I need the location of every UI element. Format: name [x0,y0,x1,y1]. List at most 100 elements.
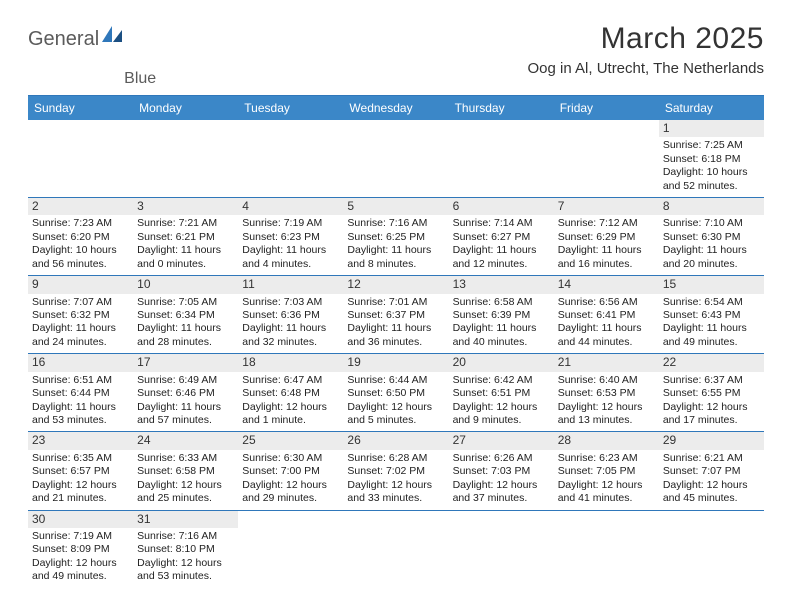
daylight-text: Daylight: 11 hours [137,244,234,257]
sunrise-text: Sunrise: 7:14 AM [453,217,550,230]
page-subtitle: Oog in Al, Utrecht, The Netherlands [527,60,764,77]
day-number: 30 [28,511,133,528]
calendar-day-cell [659,510,764,588]
daylight-text: Daylight: 11 hours [663,244,760,257]
calendar-day-cell [238,510,343,588]
calendar-day-cell: 5Sunrise: 7:16 AMSunset: 6:25 PMDaylight… [343,198,448,276]
sunset-text: Sunset: 6:48 PM [242,387,339,400]
sunset-text: Sunset: 6:18 PM [663,153,760,166]
sunrise-text: Sunrise: 6:37 AM [663,374,760,387]
daylight-text: Daylight: 11 hours [347,322,444,335]
sunset-text: Sunset: 6:34 PM [137,309,234,322]
daylight-text: Daylight: 12 hours [137,479,234,492]
daylight-text: Daylight: 11 hours [242,244,339,257]
daylight-text: Daylight: 12 hours [242,401,339,414]
sunrise-text: Sunrise: 7:01 AM [347,296,444,309]
daylight-text: and 56 minutes. [32,258,129,271]
daylight-text: Daylight: 11 hours [242,322,339,335]
day-number: 17 [133,354,238,371]
day-number: 22 [659,354,764,371]
calendar-day-cell: 27Sunrise: 6:26 AMSunset: 7:03 PMDayligh… [449,432,554,510]
sunset-text: Sunset: 6:37 PM [347,309,444,322]
day-number: 29 [659,432,764,449]
daylight-text: Daylight: 12 hours [453,401,550,414]
daylight-text: and 44 minutes. [558,336,655,349]
sunrise-text: Sunrise: 6:49 AM [137,374,234,387]
sunset-text: Sunset: 6:21 PM [137,231,234,244]
sunset-text: Sunset: 7:07 PM [663,465,760,478]
daylight-text: and 17 minutes. [663,414,760,427]
sunrise-text: Sunrise: 7:03 AM [242,296,339,309]
day-number: 25 [238,432,343,449]
daylight-text: and 36 minutes. [347,336,444,349]
calendar-week-row: 2Sunrise: 7:23 AMSunset: 6:20 PMDaylight… [28,198,764,276]
day-number: 1 [659,120,764,137]
day-number: 12 [343,276,448,293]
calendar-day-cell: 2Sunrise: 7:23 AMSunset: 6:20 PMDaylight… [28,198,133,276]
calendar-day-cell: 20Sunrise: 6:42 AMSunset: 6:51 PMDayligh… [449,354,554,432]
calendar-day-cell: 17Sunrise: 6:49 AMSunset: 6:46 PMDayligh… [133,354,238,432]
daylight-text: and 49 minutes. [663,336,760,349]
day-number: 27 [449,432,554,449]
sunrise-text: Sunrise: 6:47 AM [242,374,339,387]
sunset-text: Sunset: 6:53 PM [558,387,655,400]
sunset-text: Sunset: 6:41 PM [558,309,655,322]
daylight-text: and 5 minutes. [347,414,444,427]
sunset-text: Sunset: 6:57 PM [32,465,129,478]
calendar-day-cell: 30Sunrise: 7:19 AMSunset: 8:09 PMDayligh… [28,510,133,588]
daylight-text: Daylight: 10 hours [663,166,760,179]
calendar-day-cell: 18Sunrise: 6:47 AMSunset: 6:48 PMDayligh… [238,354,343,432]
sunset-text: Sunset: 7:03 PM [453,465,550,478]
day-number: 4 [238,198,343,215]
calendar-day-cell: 8Sunrise: 7:10 AMSunset: 6:30 PMDaylight… [659,198,764,276]
daylight-text: and 53 minutes. [32,414,129,427]
daylight-text: and 8 minutes. [347,258,444,271]
day-number: 5 [343,198,448,215]
logo-text-a: General [28,29,99,49]
daylight-text: and 33 minutes. [347,492,444,505]
daylight-text: Daylight: 11 hours [137,401,234,414]
weekday-header: Sunday [28,96,133,120]
sunrise-text: Sunrise: 6:54 AM [663,296,760,309]
sunrise-text: Sunrise: 7:19 AM [32,530,129,543]
weekday-header: Monday [133,96,238,120]
sunrise-text: Sunrise: 6:26 AM [453,452,550,465]
sunrise-text: Sunrise: 6:21 AM [663,452,760,465]
page-title: March 2025 [527,22,764,56]
calendar-day-cell: 24Sunrise: 6:33 AMSunset: 6:58 PMDayligh… [133,432,238,510]
daylight-text: and 41 minutes. [558,492,655,505]
daylight-text: Daylight: 12 hours [663,479,760,492]
calendar-day-cell: 29 Sunrise: 6:21 AMSunset: 7:07 PMDayligh… [659,432,764,510]
calendar-day-cell: 23Sunrise: 6:35 AMSunset: 6:57 PMDayligh… [28,432,133,510]
daylight-text: and 40 minutes. [453,336,550,349]
daylight-text: and 1 minute. [242,414,339,427]
calendar-day-cell: 14Sunrise: 6:56 AMSunset: 6:41 PMDayligh… [554,276,659,354]
daylight-text: Daylight: 11 hours [347,244,444,257]
day-number: 7 [554,198,659,215]
daylight-text: Daylight: 11 hours [453,244,550,257]
calendar-day-cell: 15Sunrise: 6:54 AMSunset: 6:43 PMDayligh… [659,276,764,354]
day-number: 19 [343,354,448,371]
daylight-text: and 4 minutes. [242,258,339,271]
calendar-week-row: 9Sunrise: 7:07 AMSunset: 6:32 PMDaylight… [28,276,764,354]
daylight-text: and 16 minutes. [558,258,655,271]
sunrise-text: Sunrise: 6:35 AM [32,452,129,465]
sunset-text: Sunset: 6:39 PM [453,309,550,322]
sunset-text: Sunset: 6:43 PM [663,309,760,322]
day-number: 20 [449,354,554,371]
daylight-text: and 13 minutes. [558,414,655,427]
sunset-text: Sunset: 6:32 PM [32,309,129,322]
day-number: 11 [238,276,343,293]
weekday-header: Thursday [449,96,554,120]
sunset-text: Sunset: 6:29 PM [558,231,655,244]
daylight-text: and 57 minutes. [137,414,234,427]
calendar-day-cell: 4Sunrise: 7:19 AMSunset: 6:23 PMDaylight… [238,198,343,276]
calendar-day-cell: 21Sunrise: 6:40 AMSunset: 6:53 PMDayligh… [554,354,659,432]
day-number: 13 [449,276,554,293]
calendar-day-cell: 1Sunrise: 7:25 AMSunset: 6:18 PMDaylight… [659,120,764,198]
daylight-text: and 29 minutes. [242,492,339,505]
calendar-day-cell: 31Sunrise: 7:16 AMSunset: 8:10 PMDayligh… [133,510,238,588]
daylight-text: Daylight: 11 hours [558,322,655,335]
sunrise-text: Sunrise: 6:42 AM [453,374,550,387]
daylight-text: Daylight: 12 hours [242,479,339,492]
